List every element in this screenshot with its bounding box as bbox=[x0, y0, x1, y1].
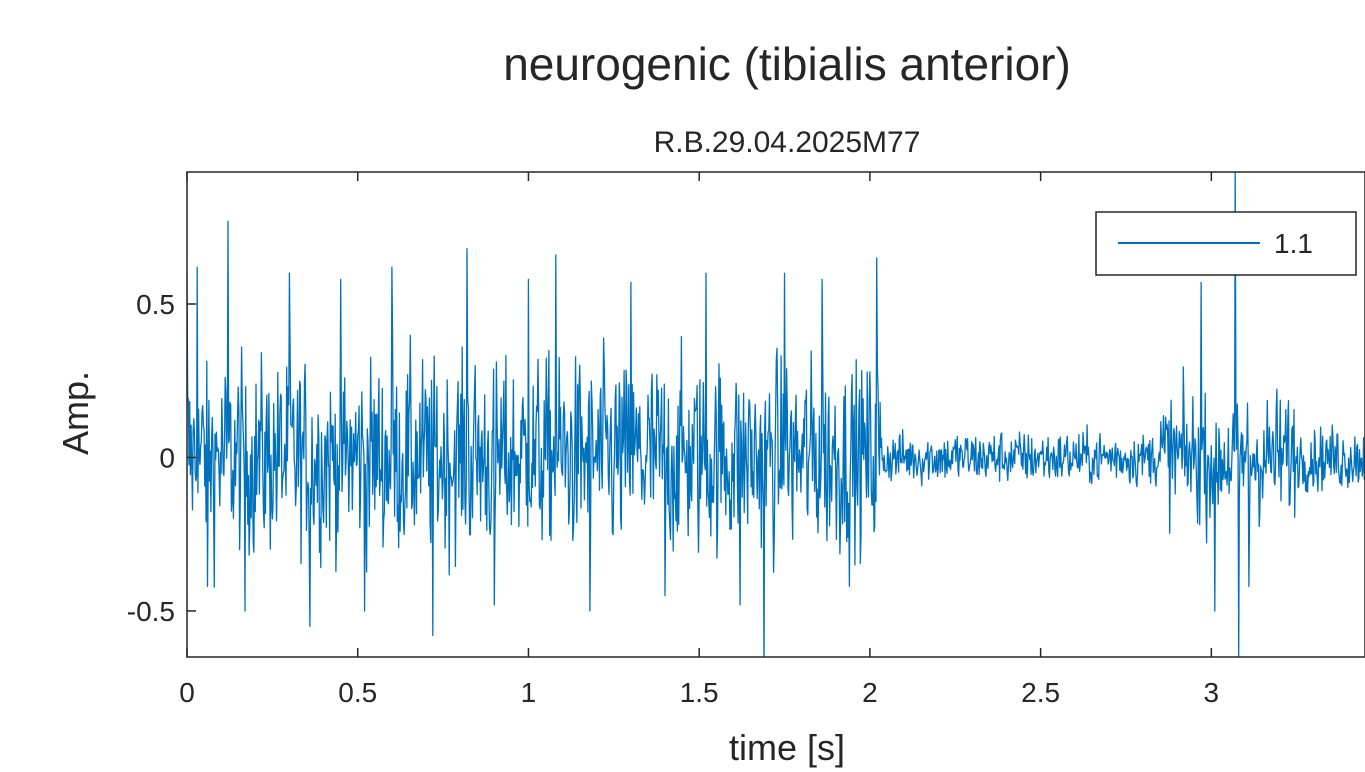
x-tick-label: 1.5 bbox=[680, 677, 719, 708]
x-tick-label: 0 bbox=[179, 677, 195, 708]
x-tick-label: 1 bbox=[521, 677, 537, 708]
y-axis-label: Amp. bbox=[55, 371, 96, 455]
chart-subtitle: R.B.29.04.2025M77 bbox=[654, 126, 921, 159]
y-tick-label: 0 bbox=[159, 442, 175, 473]
x-tick-label: 0.5 bbox=[338, 677, 377, 708]
chart-title: neurogenic (tibialis anterior) bbox=[503, 38, 1071, 90]
x-axis-label: time [s] bbox=[729, 727, 845, 768]
series-line-1-1 bbox=[187, 172, 1365, 657]
x-tick-label: 2.5 bbox=[1021, 677, 1060, 708]
x-tick-label: 3 bbox=[1204, 677, 1220, 708]
legend-label: 1.1 bbox=[1274, 228, 1313, 259]
y-tick-label: -0.5 bbox=[127, 596, 175, 627]
axes-box bbox=[186, 171, 1365, 658]
x-tick-label: 2 bbox=[862, 677, 878, 708]
y-tick-label: 0.5 bbox=[136, 289, 175, 320]
legend: 1.1 bbox=[1095, 211, 1357, 276]
axis-ticks: 0 0.5 1 1.5 2 2.5 3 -0.5 0 0.5 bbox=[127, 172, 1219, 708]
